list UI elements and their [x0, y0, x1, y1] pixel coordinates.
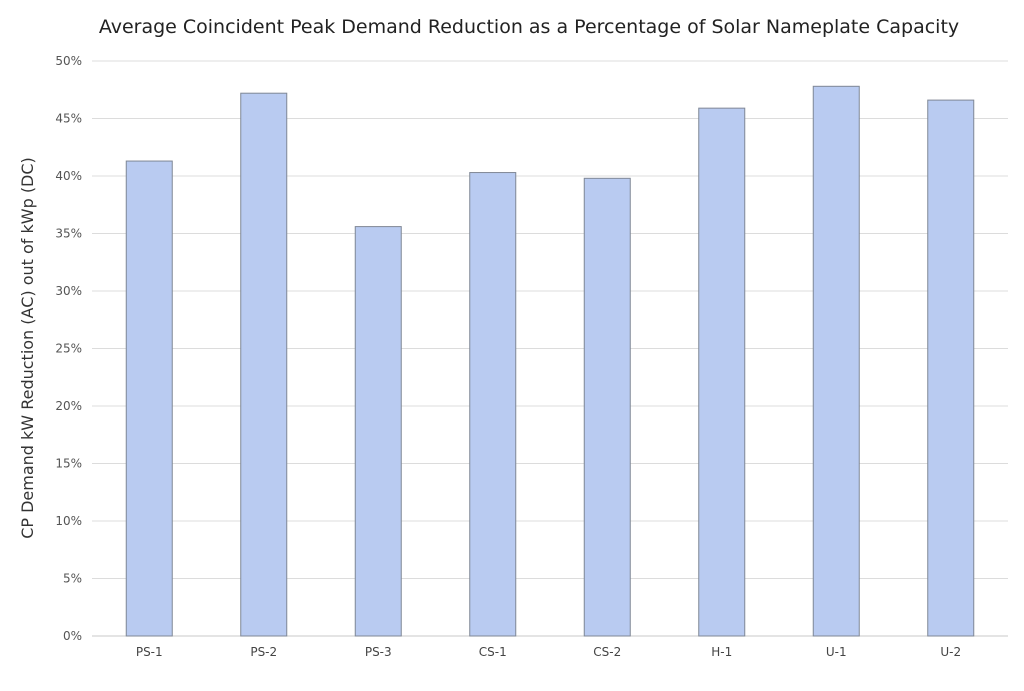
- y-axis-ticks: 0% 5% 10% 15% 20% 25% 30% 35% 40% 45% 50%: [55, 54, 82, 643]
- bar-ps-1: [125, 160, 173, 637]
- y-tick-label: 50%: [55, 54, 82, 68]
- chart-title: Average Coincident Peak Demand Reduction…: [99, 16, 959, 38]
- bar-h-1: [698, 107, 746, 637]
- y-tick-label: 10%: [55, 514, 82, 528]
- bar-cs-1: [469, 172, 517, 637]
- bar-ps-2: [240, 92, 288, 637]
- bar-u-2: [927, 99, 975, 637]
- x-axis-categories: PS-1 PS-2 PS-3 CS-1 CS-2 H-1 U-1 U-2: [136, 645, 961, 659]
- y-tick-label: 0%: [63, 629, 82, 643]
- y-tick-label: 30%: [55, 284, 82, 298]
- y-tick-label: 40%: [55, 169, 82, 183]
- y-axis-title: CP Demand kW Reduction (AC) out of kWp (…: [18, 157, 37, 539]
- y-tick-label: 25%: [55, 342, 82, 356]
- gridlines: [92, 60, 1008, 637]
- y-tick-label: 20%: [55, 399, 82, 413]
- x-category-label: CS-2: [593, 645, 621, 659]
- bar-ps-3: [354, 226, 402, 637]
- x-category-label: U-2: [940, 645, 961, 659]
- x-category-label: CS-1: [479, 645, 507, 659]
- x-category-label: PS-2: [250, 645, 277, 659]
- y-tick-label: 35%: [55, 227, 82, 241]
- x-category-label: PS-3: [365, 645, 392, 659]
- y-tick-label: 15%: [55, 457, 82, 471]
- bar-cs-2: [583, 177, 631, 637]
- bars: [125, 85, 975, 637]
- x-category-label: U-1: [826, 645, 847, 659]
- bar-u-1: [812, 85, 860, 637]
- y-tick-label: 45%: [55, 112, 82, 126]
- x-category-label: PS-1: [136, 645, 163, 659]
- y-tick-label: 5%: [63, 572, 82, 586]
- x-category-label: H-1: [711, 645, 732, 659]
